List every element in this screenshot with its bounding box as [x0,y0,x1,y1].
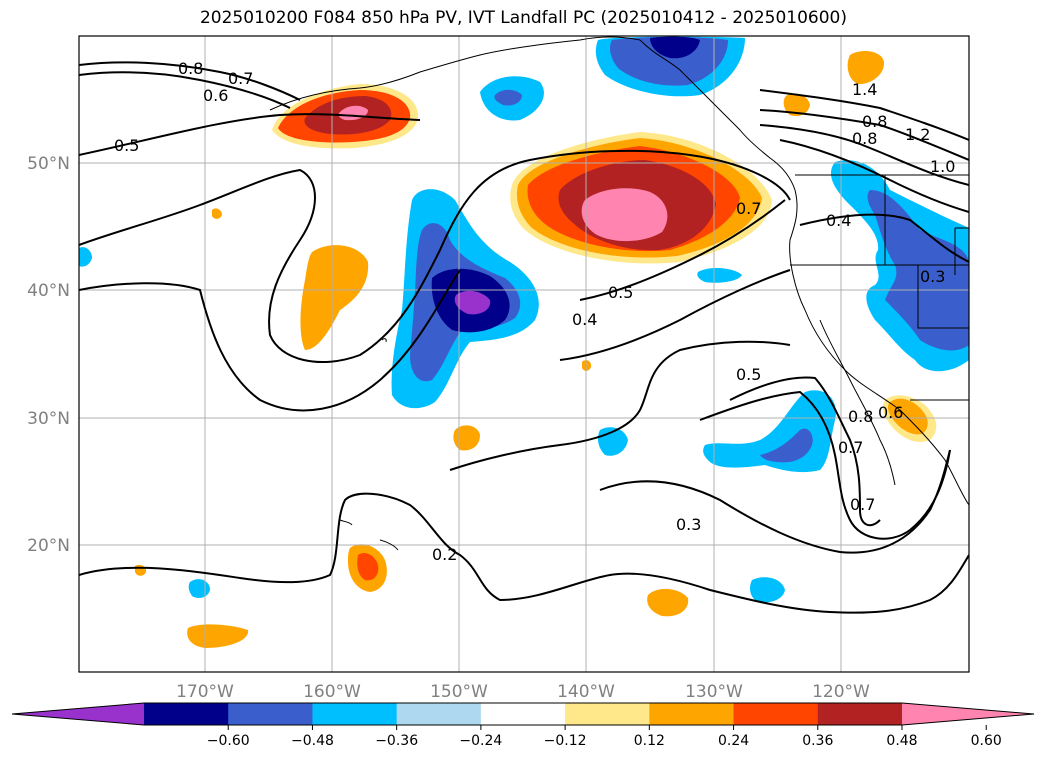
colorbar-tick-label: 0.24 [718,733,749,749]
contour-label: 1.0 [930,157,955,176]
lat-label-30n: 30°N [27,409,70,429]
colorbar-tick-label: −0.60 [207,733,250,749]
colorbar-tick-label: −0.24 [459,733,502,749]
contour-label: 1.2 [905,125,930,144]
colorbar-swatch [649,703,735,725]
contour-label: 0.8 [852,129,877,148]
lat-label-40n: 40°N [27,281,70,301]
contour-label: 0.6 [878,403,903,422]
contour-label: 0.5 [114,136,139,155]
plot-border [78,35,970,673]
contour-label: 0.7 [228,69,253,88]
contour-label: 0.8 [862,112,887,131]
colorbar-swatch [228,703,313,725]
colorbar-tick-label: 0.36 [802,733,833,749]
colorbar-tick-label: 0.60 [971,733,1002,749]
colorbar-outline [11,702,1035,726]
map-title: 2025010200 F084 850 hPa PV, IVT Landfall… [199,8,847,28]
lon-label-130w: 130°W [685,682,743,702]
gridlines [79,36,969,672]
colorbar-tick-label: −0.12 [544,733,587,749]
colorbar-swatch [144,703,229,725]
contour-label: 0.7 [736,199,761,218]
coastlines [269,36,969,551]
colorbar-swatch [565,703,650,725]
contour-label: 0.3 [920,267,945,286]
contour-label: 0.2 [432,545,457,564]
colorbar-extend-left [12,703,144,725]
colorbar-tick-label: 0.48 [886,733,917,749]
colorbar-swatch [312,703,398,725]
lon-label-160w: 160°W [303,682,361,702]
colorbar-tick-label: −0.36 [375,733,418,749]
lon-label-120w: 120°W [812,682,870,702]
contour-label: 0.5 [736,365,761,384]
contour-label: 0.4 [572,310,597,329]
colorbar-tick-label: −0.48 [291,733,334,749]
contour-label: 0.3 [676,515,701,534]
lat-label-20n: 20°N [27,536,70,556]
ivt-contours [79,61,969,614]
pv-shading [79,36,969,648]
colorbar-swatch [817,703,903,725]
lat-label-50n: 50°N [27,154,70,174]
colorbar-swatch [480,703,566,725]
colorbar-tick-label: 0.12 [634,733,665,749]
latitude-labels: 50°N 40°N 30°N 20°N [27,154,70,556]
contour-label: 0.4 [826,211,851,230]
contour-label: 0.8 [848,407,873,426]
colorbar-swatch [396,703,482,725]
lon-label-150w: 150°W [430,682,488,702]
colorbar-swatch [733,703,819,725]
contour-label: 0.8 [178,59,203,78]
contour-label: 0.7 [838,438,863,457]
lon-label-170w: 170°W [176,682,234,702]
lon-label-140w: 140°W [557,682,615,702]
contour-label: 0.5 [608,283,633,302]
contour-label: 0.6 [203,86,228,105]
longitude-labels: 170°W 160°W 150°W 140°W 130°W 120°W [176,682,870,702]
contour-label: 0.7 [850,495,875,514]
plot-area [79,36,969,672]
colorbar: −0.60 −0.48 −0.36 −0.24 −0.12 0.12 0.24 0.36 0.4… [11,702,1035,749]
colorbar-extend-right [902,703,1034,725]
contour-labels: 0.8 0.7 0.6 0.5 1.4 1.2 1.0 0.8 0.8 0.4 … [114,59,955,564]
contour-label: 1.4 [852,80,877,99]
